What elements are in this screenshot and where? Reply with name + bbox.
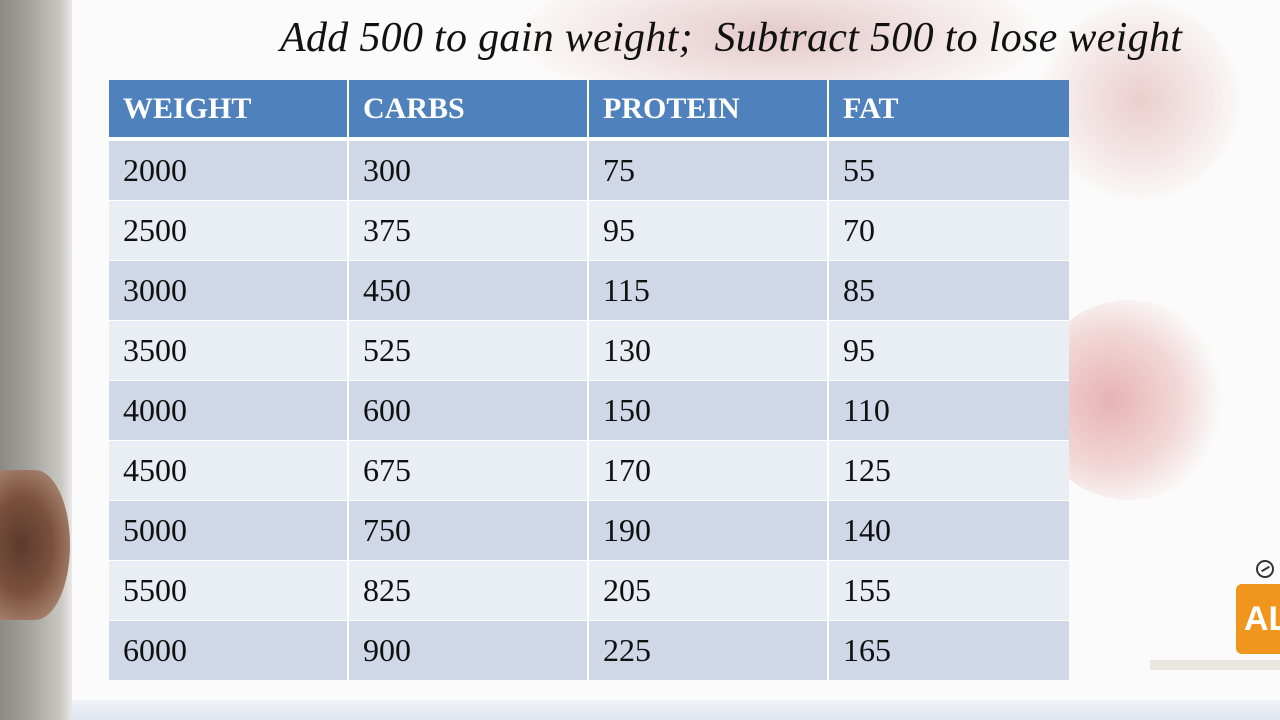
column-header-protein: PROTEIN [589,80,829,140]
fat-cell: 155 [829,560,1069,620]
column-header-fat: FAT [829,80,1069,140]
fat-cell: 85 [829,260,1069,320]
protein-cell: 115 [589,260,829,320]
carbs-cell: 900 [349,620,589,680]
weight-cell: 6000 [109,620,349,680]
weight-cell: 2500 [109,200,349,260]
table-row: 5000 750 190 140 [109,500,1069,560]
fat-cell: 110 [829,380,1069,440]
carbs-cell: 375 [349,200,589,260]
table-row: 2000 300 75 55 [109,140,1069,200]
table-row: 3000 450 115 85 [109,260,1069,320]
clock-icon [1256,560,1274,578]
fat-cell: 165 [829,620,1069,680]
table-row: 2500 375 95 70 [109,200,1069,260]
fat-cell: 95 [829,320,1069,380]
protein-cell: 205 [589,560,829,620]
protein-cell: 150 [589,380,829,440]
fat-cell: 70 [829,200,1069,260]
protein-cell: 75 [589,140,829,200]
carbs-cell: 600 [349,380,589,440]
channel-badge[interactable]: AL [1236,584,1280,654]
presenter-hand [0,470,70,620]
table-row: 4500 675 170 125 [109,440,1069,500]
instruction-heading: Add 500 to gain weight; Subtract 500 to … [280,15,1183,61]
carbs-cell: 750 [349,500,589,560]
macro-table: WEIGHT CARBS PROTEIN FAT 2000 300 75 55 … [109,80,1069,680]
table-row: 3500 525 130 95 [109,320,1069,380]
table-row: 5500 825 205 155 [109,560,1069,620]
weight-cell: 5000 [109,500,349,560]
carbs-cell: 450 [349,260,589,320]
weight-cell: 2000 [109,140,349,200]
table-row: 4000 600 150 110 [109,380,1069,440]
carbs-cell: 825 [349,560,589,620]
table-row: 6000 900 225 165 [109,620,1069,680]
protein-cell: 190 [589,500,829,560]
weight-cell: 5500 [109,560,349,620]
weight-cell: 4000 [109,380,349,440]
protein-cell: 170 [589,440,829,500]
column-header-weight: WEIGHT [109,80,349,140]
protein-cell: 95 [589,200,829,260]
protein-cell: 130 [589,320,829,380]
carbs-cell: 675 [349,440,589,500]
column-header-carbs: CARBS [349,80,589,140]
weight-cell: 3000 [109,260,349,320]
background-weight-shape [1040,0,1240,200]
weight-cell: 4500 [109,440,349,500]
previous-slide-ghost [72,700,1280,720]
overlay-bar [1150,660,1280,670]
carbs-cell: 525 [349,320,589,380]
table-header-row: WEIGHT CARBS PROTEIN FAT [109,80,1069,140]
weight-cell: 3500 [109,320,349,380]
fat-cell: 125 [829,440,1069,500]
carbs-cell: 300 [349,140,589,200]
protein-cell: 225 [589,620,829,680]
fat-cell: 140 [829,500,1069,560]
fat-cell: 55 [829,140,1069,200]
presenter-edge [0,0,72,720]
